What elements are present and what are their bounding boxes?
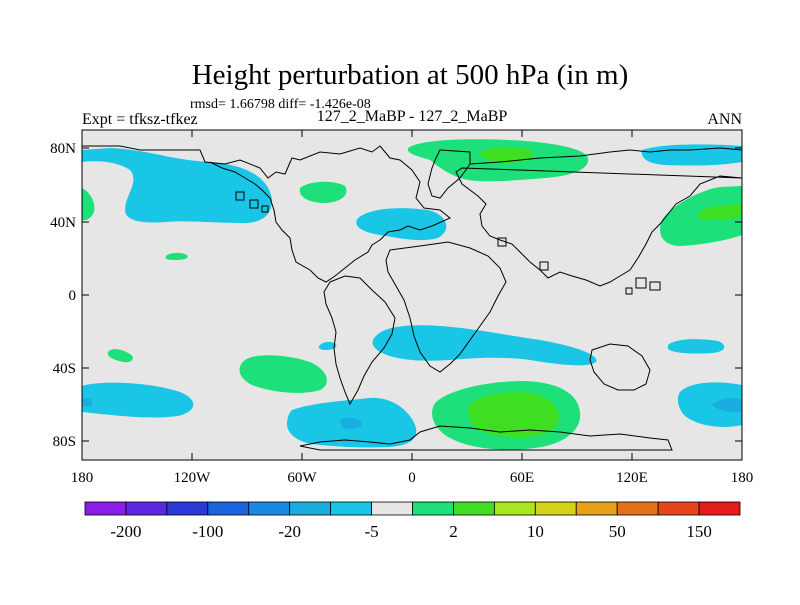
y-tick-label: 80N — [50, 141, 76, 157]
colorbar-label: -5 — [364, 522, 378, 541]
colorbar — [84, 501, 741, 516]
neg-anomaly-southwest-pacific-core — [82, 397, 93, 407]
neg-anomaly-small-atlantic — [318, 341, 337, 350]
colorbar-swatch — [125, 501, 168, 516]
pos-anomaly-north-america — [299, 181, 347, 203]
neg-anomaly-arctic-east — [641, 144, 742, 166]
x-axis: 180 120W 60W 0 60E 120E 180 — [71, 130, 754, 486]
coastline-africa — [385, 241, 507, 373]
colorbar-swatch — [453, 501, 495, 516]
colorbar-label: 10 — [527, 522, 544, 541]
neg-anomaly-tropical-atlantic — [372, 325, 597, 366]
pos-anomaly-northeast-pacific-core — [697, 204, 742, 220]
colorbar-swatch — [289, 501, 332, 516]
neg-anomaly-south-atlantic-core — [340, 417, 362, 429]
neg-anomaly-southwest-pacific — [82, 382, 194, 418]
y-tick-label: 40S — [53, 361, 76, 377]
pos-anomaly-central-pacific — [165, 252, 188, 260]
season-label: ANN — [707, 111, 742, 128]
coastline-antarctica — [299, 425, 673, 451]
colorbar-swatch — [412, 501, 454, 516]
coastline-eurasia — [455, 147, 742, 287]
colorbar-swatch — [575, 501, 618, 516]
neg-anomaly-north-pacific — [82, 148, 272, 224]
colorbar-swatch — [248, 501, 291, 516]
colorbar-swatch — [493, 501, 536, 516]
colorbar-swatch — [698, 501, 741, 516]
x-tick-label: 120W — [174, 470, 212, 486]
coastline-north-america — [82, 145, 451, 283]
contour-fills — [82, 139, 742, 450]
neg-anomaly-southeast-pacific — [677, 382, 742, 427]
y-tick-label: 0 — [69, 288, 77, 304]
map-plot — [82, 130, 742, 460]
pos-anomaly-southern-indian-core — [468, 392, 559, 438]
y-tick-label: 40N — [50, 215, 76, 231]
coastline-greenland — [427, 149, 471, 199]
neg-anomaly-east-pacific-south — [668, 339, 725, 354]
x-tick-label: 60E — [510, 470, 534, 486]
experiment-label: Expt = tfksz-tfkez — [82, 111, 198, 128]
chart-title: Height perturbation at 500 hPa (in m) — [192, 59, 629, 91]
colorbar-labels: -200 -100 -20 -5 2 10 50 150 — [110, 522, 711, 541]
x-tick-label: 120E — [616, 470, 648, 486]
pos-anomaly-siberia-core — [480, 147, 533, 163]
pos-anomaly-south-pacific — [239, 355, 327, 393]
colorbar-swatch — [166, 501, 209, 516]
colorbar-swatch — [84, 501, 127, 516]
colorbar-label: 50 — [609, 522, 626, 541]
comparison-label: 127_2_MaBP - 127_2_MaBP — [317, 108, 508, 125]
y-tick-label: 80S — [53, 434, 76, 450]
coastline-australia — [589, 343, 651, 391]
colorbar-swatch — [616, 501, 659, 516]
pos-anomaly-south-pacific-small — [107, 349, 133, 363]
coastlines — [82, 145, 742, 451]
coastline-south-america — [323, 275, 396, 406]
x-tick-label: 60W — [287, 470, 317, 486]
x-tick-label: 180 — [71, 470, 94, 486]
colorbar-swatch — [207, 501, 250, 516]
colorbar-label: 2 — [449, 522, 458, 541]
colorbar-swatch — [534, 501, 577, 516]
colorbar-swatch — [657, 501, 700, 516]
colorbar-swatch — [371, 501, 413, 516]
y-axis: 80N 40N 0 40S 80S — [50, 141, 742, 450]
x-tick-label: 180 — [731, 470, 754, 486]
coastline-islands — [235, 191, 661, 295]
x-tick-label: 0 — [408, 470, 416, 486]
colorbar-swatch — [330, 501, 372, 516]
pos-anomaly-west-pacific — [82, 188, 95, 221]
colorbar-label: -200 — [110, 522, 141, 541]
neg-anomaly-southeast-pacific-core — [712, 398, 742, 413]
neg-anomaly-north-atlantic — [356, 208, 447, 241]
stats-text: rmsd= 1.66798 diff= -1.426e-08 — [190, 97, 371, 112]
colorbar-label: -100 — [192, 522, 223, 541]
colorbar-label: -20 — [278, 522, 301, 541]
colorbar-label: 150 — [686, 522, 712, 541]
